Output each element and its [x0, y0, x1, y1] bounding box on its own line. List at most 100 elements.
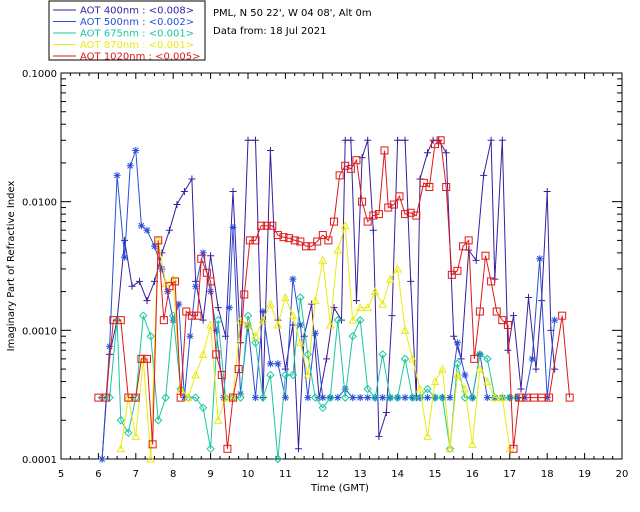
data-point — [363, 384, 372, 394]
data-point — [385, 274, 395, 283]
data-point — [394, 136, 402, 144]
series-3 — [116, 221, 515, 463]
data-point — [324, 236, 333, 245]
data-point — [374, 210, 383, 219]
data-point — [505, 393, 515, 402]
data-point — [326, 393, 335, 402]
data-point — [380, 146, 389, 155]
y-tick-label: 0.0010 — [22, 326, 57, 337]
data-point — [158, 265, 166, 273]
data-point — [266, 370, 275, 380]
data-point — [475, 350, 485, 359]
data-point — [318, 255, 328, 264]
series-line-2 — [102, 297, 518, 460]
data-point — [425, 183, 434, 192]
data-point — [408, 393, 417, 402]
data-point — [281, 292, 290, 301]
data-point — [393, 393, 402, 402]
data-point — [296, 338, 305, 347]
data-point — [330, 217, 339, 226]
x-tick-label: 9 — [207, 469, 213, 480]
data-point — [378, 350, 387, 359]
data-point — [481, 251, 490, 260]
data-point — [446, 394, 454, 402]
data-point — [335, 171, 344, 180]
data-point — [385, 393, 395, 402]
data-point — [492, 307, 501, 316]
data-point — [352, 297, 360, 305]
data-point — [340, 221, 350, 230]
x-tick-label: 13 — [354, 469, 367, 480]
data-point — [369, 226, 377, 234]
data-point — [176, 393, 185, 402]
data-point — [281, 394, 289, 402]
x-tick-label: 8 — [170, 469, 176, 480]
data-point — [382, 408, 390, 416]
y-axis-label: Imaginary Part of Refractive Index — [6, 181, 17, 352]
x-tick-label: 20 — [616, 469, 629, 480]
data-point — [475, 364, 485, 373]
data-point — [348, 332, 357, 341]
data-point — [400, 325, 410, 334]
data-point — [551, 316, 559, 324]
data-point — [347, 136, 355, 144]
data-point — [266, 299, 275, 308]
data-point — [213, 315, 223, 325]
data-point — [525, 293, 532, 301]
data-point — [258, 393, 268, 402]
data-point — [460, 393, 470, 402]
data-point — [273, 231, 282, 240]
data-point — [517, 385, 525, 393]
data-point — [551, 365, 559, 373]
data-point — [289, 275, 297, 283]
data-point — [251, 338, 260, 348]
data-point — [243, 320, 253, 329]
data-point — [303, 370, 313, 379]
data-point — [137, 354, 146, 363]
legend-label: AOT 870nm : <0.001> — [80, 40, 194, 51]
data-point — [274, 360, 282, 368]
data-point — [378, 299, 387, 308]
x-tick-label: 12 — [316, 469, 329, 480]
data-point — [468, 439, 477, 448]
data-point — [445, 444, 455, 453]
legend-label: AOT 500nm : <0.002> — [80, 17, 194, 28]
data-point — [229, 393, 238, 402]
y-tick-label: 0.1000 — [22, 69, 57, 80]
legend-box — [48, 0, 206, 61]
series-4 — [94, 136, 574, 453]
data-point — [296, 293, 305, 302]
data-point — [126, 162, 134, 170]
data-point — [296, 237, 305, 246]
data-point — [236, 393, 245, 402]
x-axis-label: Time (GMT) — [310, 483, 369, 494]
data-point — [415, 393, 425, 402]
data-point — [225, 304, 233, 312]
data-point — [470, 354, 479, 363]
data-point — [453, 339, 461, 347]
data-point — [197, 254, 206, 263]
data-point — [288, 370, 298, 380]
data-point — [251, 136, 259, 144]
data-point — [464, 236, 473, 245]
data-point — [468, 393, 477, 402]
data-point — [498, 136, 506, 144]
series-layer — [94, 136, 574, 464]
data-point — [116, 316, 125, 325]
data-point — [213, 415, 223, 424]
data-point — [243, 311, 253, 320]
data-point — [206, 277, 215, 286]
data-point — [453, 370, 462, 379]
data-point — [212, 350, 221, 359]
legend-label: AOT 400nm : <0.008> — [80, 6, 194, 17]
series-line-0 — [101, 139, 556, 460]
data-point — [459, 242, 468, 251]
tick-labels: 5 6 7 8 9 10 11 12 13 14 15 16 17 18 19 20 0.0001 0.0010 0… — [22, 69, 628, 480]
data-point — [214, 304, 222, 312]
data-point — [139, 311, 148, 320]
data-point — [349, 394, 357, 402]
data-point — [183, 393, 193, 402]
data-point — [137, 222, 145, 230]
data-point — [154, 416, 163, 425]
data-point — [158, 249, 166, 257]
